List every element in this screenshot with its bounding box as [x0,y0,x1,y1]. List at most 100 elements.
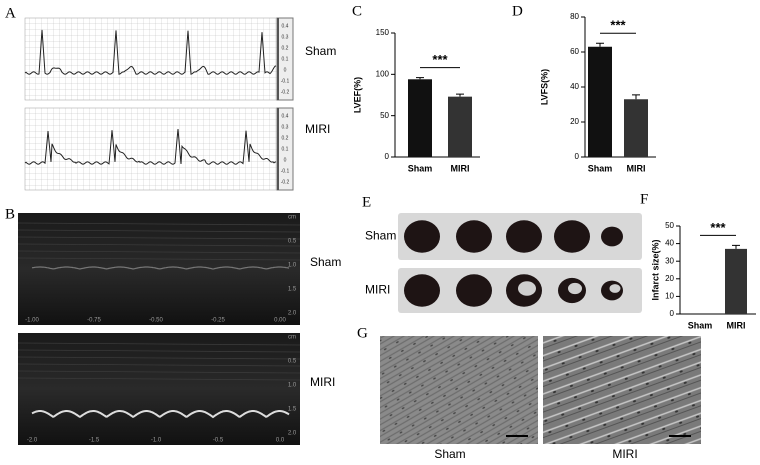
error-bar [596,42,604,47]
echo-band [17,363,301,367]
error-bar [416,77,424,80]
echo-band [17,243,301,247]
y-axis-label: LVEF(%) [352,77,362,113]
y-tick-label: 150 [376,28,390,37]
echo-wall [31,266,290,270]
echo-time: -1.5 [89,438,100,444]
x-tick-label: MIRI [451,163,470,173]
bar [624,99,648,157]
ecg-scale-tick: -0.2 [281,89,290,95]
y-tick-label: 0 [575,152,580,161]
ecg-label: MIRI [305,122,330,136]
y-tick-label: 100 [376,69,390,78]
echo-band [17,342,301,346]
panel-label: A [5,5,16,21]
echo-time: 0.0 [276,438,285,444]
x-tick-label: MIRI [727,320,746,330]
y-axis-label: LVFS(%) [539,69,549,105]
echo-time: -1.0 [151,438,162,444]
echo-depth: 1.0 [288,263,297,269]
ecg-scale-tick: -0.2 [281,179,290,185]
bar [448,96,472,157]
x-tick-label: Sham [588,163,613,173]
echo-depth: 0.5 [288,359,297,365]
y-tick-label: 30 [665,256,674,265]
echo-depth: 2.0 [288,311,297,317]
ecg-trace [24,29,277,75]
ecg-label: Sham [305,44,336,58]
heart-slice [404,220,440,253]
echo-depth: 1.5 [288,407,297,413]
echo-band [17,229,301,233]
ecg-scale-tick: 0.4 [282,23,289,29]
error-bar [732,244,740,249]
bar [408,79,432,157]
ecg-scale-tick: 0.2 [282,45,289,51]
ecg-scale-tick: 0.4 [282,113,289,119]
echo-band [17,257,301,261]
ecg-scale-tick: 0.3 [282,124,289,130]
heart-slice [456,220,492,253]
echo-time: -0.5 [213,438,224,444]
ecg-scale-tick: 0 [284,67,287,73]
ecg-grid [24,17,278,101]
y-tick-label: 0 [670,309,675,318]
echo-depth: 1.5 [288,287,297,293]
echo-time: 0.00 [274,318,286,324]
heart-slice [601,226,623,247]
echo-band [17,236,301,240]
ecg-scale-tick: 0.2 [282,135,289,141]
echo-time: -0.50 [149,318,163,324]
y-tick-label: 10 [665,292,674,301]
ttc-label: MIRI [365,283,390,297]
error-bar [456,93,464,97]
ecg-trace [24,128,277,165]
panel-label: F [640,191,648,207]
ecg-scale-tick: -0.1 [281,78,290,84]
echo-depth: 2.0 [288,431,297,437]
panel-label: B [5,206,15,222]
echo-band [17,377,301,381]
panel-label: E [362,194,371,210]
y-tick-label: 60 [570,47,579,56]
y-tick-label: 0 [385,152,390,161]
bar [725,248,747,314]
echo-band [17,349,301,353]
y-tick-label: 40 [570,82,579,91]
echo-band [17,370,301,374]
y-tick-label: 80 [570,12,579,21]
error-bar [632,94,640,100]
significance: *** [432,52,448,67]
x-tick-label: MIRI [627,163,646,173]
ecg-scale-tick: 0 [284,157,287,163]
y-tick-label: 50 [665,221,674,230]
echo-depth: 1.0 [288,383,297,389]
y-tick-label: 50 [380,111,389,120]
panel-label: D [512,3,523,19]
ecg-scale-tick: 0.1 [282,56,289,62]
y-tick-label: 40 [665,239,674,248]
content: A B C D E F G 0.4 0.3 0.2 0.1 0 -0.1 -0.2 Sham 0.4 0.3 0.… [5,3,756,461]
ecg-grid [24,107,278,191]
echo-depth: 0.5 [288,239,297,245]
echo-time: -1.00 [25,318,39,324]
heart-slice [404,274,440,307]
ttc-label: Sham [365,229,396,243]
heart-slice [506,220,542,253]
panel-label: C [352,3,362,19]
histology-label: MIRI [612,447,637,461]
infarct [518,281,536,296]
infarct [609,284,621,293]
echo-label: Sham [310,255,341,269]
ecg-scale-tick: 0.1 [282,146,289,152]
heart-slice [456,274,492,307]
x-tick-label: Sham [408,163,433,173]
ecg-scale-tick: 0.3 [282,34,289,40]
histology-image [380,336,538,444]
significance: *** [610,18,626,33]
echo-depth: cm [288,215,296,221]
y-tick-label: 20 [570,117,579,126]
infarct [568,282,582,295]
echo-band [17,250,301,254]
